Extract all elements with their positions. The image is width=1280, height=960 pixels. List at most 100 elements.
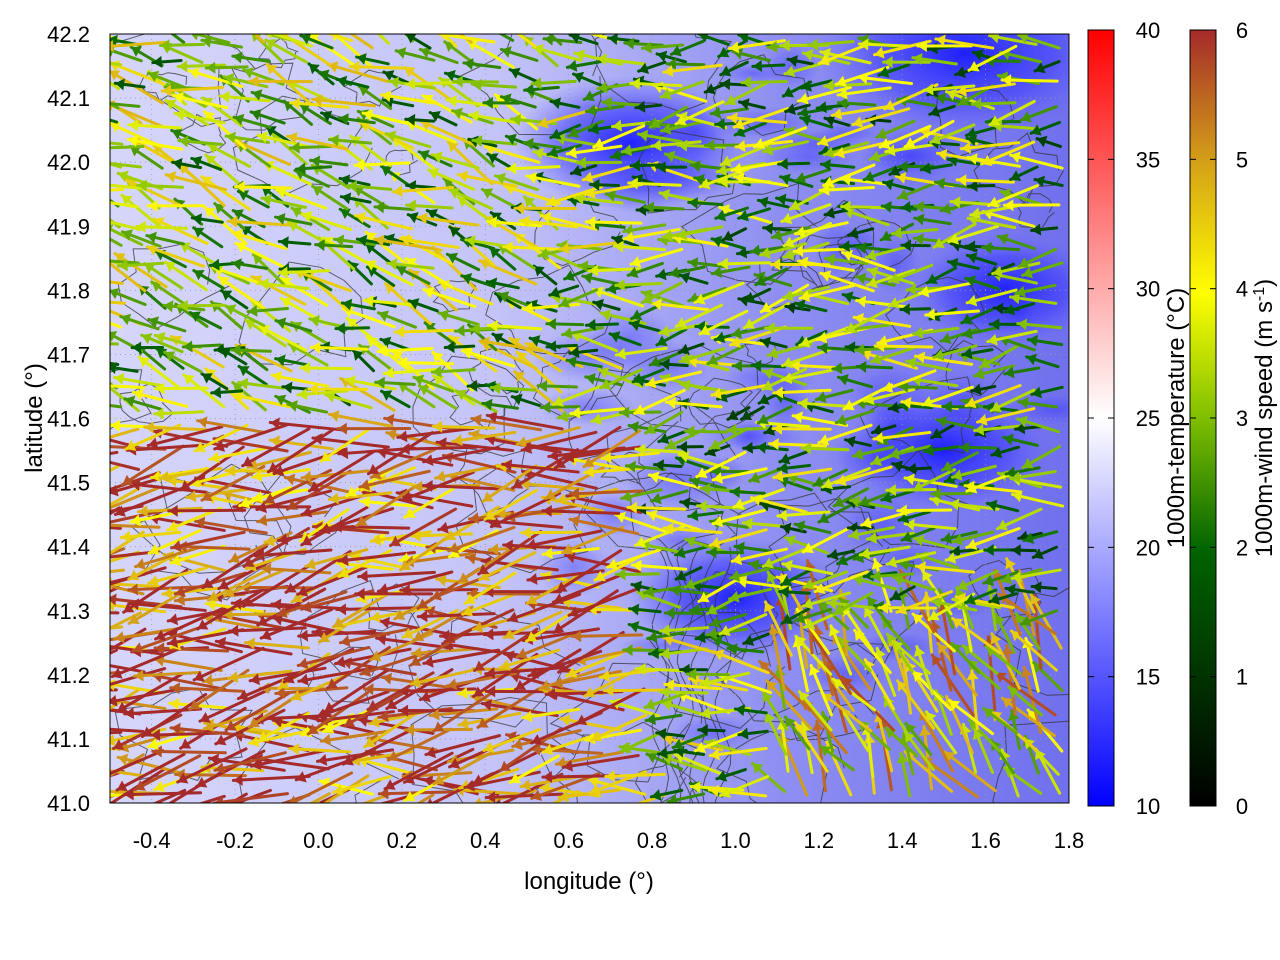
wind-arrow xyxy=(1010,544,1037,557)
wind-arrow xyxy=(704,444,731,457)
wind-arrow xyxy=(515,425,581,448)
wind-arrow xyxy=(1016,34,1061,50)
wind-arrow xyxy=(1007,709,1022,751)
wind-arrow xyxy=(870,424,897,436)
wind-arrow xyxy=(965,288,1018,307)
wind-arrow xyxy=(655,727,686,740)
wind-arrow xyxy=(373,234,438,251)
wind-arrow xyxy=(345,317,390,353)
wind-arrow xyxy=(584,104,625,117)
x-tick-label: 1.4 xyxy=(887,828,918,853)
wind-arrow xyxy=(549,97,581,110)
wind-arrow xyxy=(143,262,184,290)
wind-arrow xyxy=(1016,415,1061,434)
wind-arrow xyxy=(922,444,960,457)
wind-arrow xyxy=(363,711,418,749)
wind-arrow xyxy=(288,743,352,756)
contour-line xyxy=(534,191,628,267)
wind-arrow xyxy=(944,89,995,111)
wind-arrow xyxy=(147,566,208,587)
wind-arrow xyxy=(687,674,749,692)
wind-arrow xyxy=(120,193,162,229)
wind-arrow xyxy=(572,71,604,88)
wind-arrow xyxy=(990,445,1020,459)
wind-arrow xyxy=(600,96,645,109)
wind-arrow xyxy=(561,326,605,340)
wind-arrow xyxy=(646,631,685,644)
wind-arrow xyxy=(971,49,1001,63)
wind-arrow xyxy=(698,309,749,336)
wind-arrow xyxy=(309,155,349,168)
wind-arrow xyxy=(127,119,182,132)
wind-arrow xyxy=(733,541,772,554)
wind-arrow xyxy=(877,63,911,78)
wind-arrow xyxy=(726,643,765,656)
wind-arrow xyxy=(933,177,974,190)
wind-arrow xyxy=(460,272,496,288)
wind-arrow xyxy=(206,142,252,168)
wind-arrow xyxy=(306,691,370,736)
wind-arrow xyxy=(198,688,271,723)
wind-arrow xyxy=(110,384,146,390)
wind-arrow xyxy=(171,158,203,170)
wind-arrow xyxy=(600,451,660,464)
wind-arrow xyxy=(882,56,931,69)
wind-arrow xyxy=(714,206,750,222)
wind-arrow xyxy=(499,93,537,109)
wind-arrow xyxy=(832,487,870,508)
wind-arrow xyxy=(851,445,895,460)
wind-arrow xyxy=(187,67,244,88)
wind-arrow xyxy=(878,124,932,150)
wind-arrow xyxy=(732,107,790,130)
wind-arrow xyxy=(890,226,939,239)
wind-arrow xyxy=(1014,422,1043,435)
wind-arrow xyxy=(988,99,1036,127)
wind-arrow xyxy=(764,322,814,335)
wind-arrow xyxy=(717,257,771,270)
wind-arrow xyxy=(678,271,709,285)
wind-arrow xyxy=(967,44,1018,72)
wind-arrow xyxy=(110,593,183,609)
wind-arrow xyxy=(715,768,747,782)
colorbar-tick-label: 25 xyxy=(1136,406,1160,431)
wind-arrow xyxy=(905,462,932,475)
wind-arrow xyxy=(565,144,623,159)
wind-arrow xyxy=(140,333,184,354)
wind-arrow xyxy=(331,775,392,796)
wind-arrow xyxy=(645,509,702,532)
wind-arrow xyxy=(437,34,496,44)
wind-arrow xyxy=(872,39,932,59)
wind-arrow xyxy=(565,651,623,678)
wind-arrow xyxy=(258,325,308,352)
wind-arrow xyxy=(482,628,562,641)
wind-arrow xyxy=(230,229,288,251)
wind-arrow xyxy=(869,346,915,365)
wind-arrow xyxy=(565,356,603,369)
wind-arrow xyxy=(684,536,729,554)
wind-arrow xyxy=(798,283,856,303)
wind-arrow xyxy=(110,40,168,53)
wind-arrow xyxy=(590,713,648,742)
wind-arrow xyxy=(489,382,537,395)
wind-arrow xyxy=(521,707,581,723)
wind-arrow xyxy=(345,466,396,498)
wind-arrow xyxy=(841,249,896,272)
wind-arrow xyxy=(912,233,955,246)
wind-arrow xyxy=(366,671,435,712)
wind-arrow xyxy=(232,113,272,129)
wind-arrow xyxy=(297,666,376,686)
wind-arrow xyxy=(982,570,1020,587)
wind-arrow xyxy=(708,528,768,549)
wind-arrow xyxy=(421,94,473,124)
wind-arrow xyxy=(548,284,580,299)
wind-arrow xyxy=(147,316,187,333)
wind-arrow xyxy=(153,407,205,420)
wind-arrow xyxy=(331,592,391,629)
wind-arrow xyxy=(338,174,371,187)
wind-arrow xyxy=(529,743,604,756)
wind-arrow xyxy=(208,446,268,464)
x-tick-label: 1.8 xyxy=(1054,828,1085,853)
wind-arrow xyxy=(522,302,581,315)
wind-arrow xyxy=(494,172,539,192)
wind-arrow xyxy=(117,259,165,272)
